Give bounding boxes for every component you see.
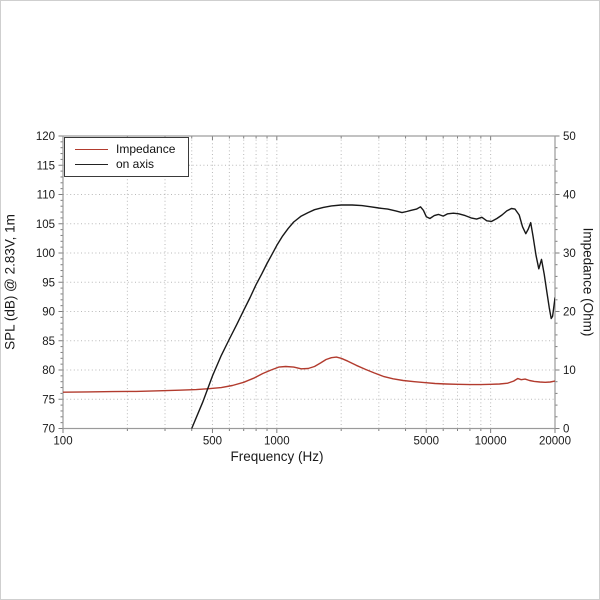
svg-text:105: 105 [36,219,55,231]
svg-text:95: 95 [42,277,55,289]
y-axis-right-title: Impedance (Ohm) [580,227,596,337]
svg-text:1000: 1000 [264,436,290,448]
chart-legend: Impedance on axis [64,137,189,177]
legend-entry-on-axis: on axis [65,157,188,172]
svg-text:115: 115 [37,160,55,172]
svg-text:100: 100 [53,436,72,448]
impedance-line-sample [75,149,108,150]
x-axis-title: Frequency (Hz) [230,449,324,464]
legend-label-impedance: Impedance [116,142,176,156]
legend-entry-impedance: Impedance [65,142,188,157]
svg-text:5000: 5000 [413,436,439,448]
svg-text:110: 110 [37,190,55,202]
svg-text:40: 40 [563,190,576,202]
svg-text:70: 70 [42,424,55,436]
on-axis-curve [190,204,555,429]
tick-labels: 70 75 80 85 90 95 100 105 110 115 120 0 10 20 30 40 50 10… [36,131,576,447]
svg-text:120: 120 [36,131,55,143]
svg-text:20: 20 [563,307,576,319]
svg-text:30: 30 [563,248,576,260]
svg-text:90: 90 [42,307,55,319]
svg-text:20000: 20000 [539,436,571,448]
svg-text:500: 500 [203,436,222,448]
plot-frame [62,135,556,430]
y-axis-left-title: SPL (dB) @ 2.83V, 1m [2,214,18,350]
axis-ticks [58,135,560,433]
svg-text:10000: 10000 [475,436,507,448]
svg-text:0: 0 [563,424,569,436]
svg-text:10: 10 [563,365,576,377]
svg-text:100: 100 [36,248,55,260]
svg-text:80: 80 [42,365,55,377]
svg-text:85: 85 [42,336,55,348]
svg-text:75: 75 [42,394,55,406]
on-axis-line-sample [75,164,108,165]
impedance-curve [63,356,555,393]
legend-label-on-axis: on axis [116,157,155,171]
svg-text:50: 50 [563,131,576,143]
